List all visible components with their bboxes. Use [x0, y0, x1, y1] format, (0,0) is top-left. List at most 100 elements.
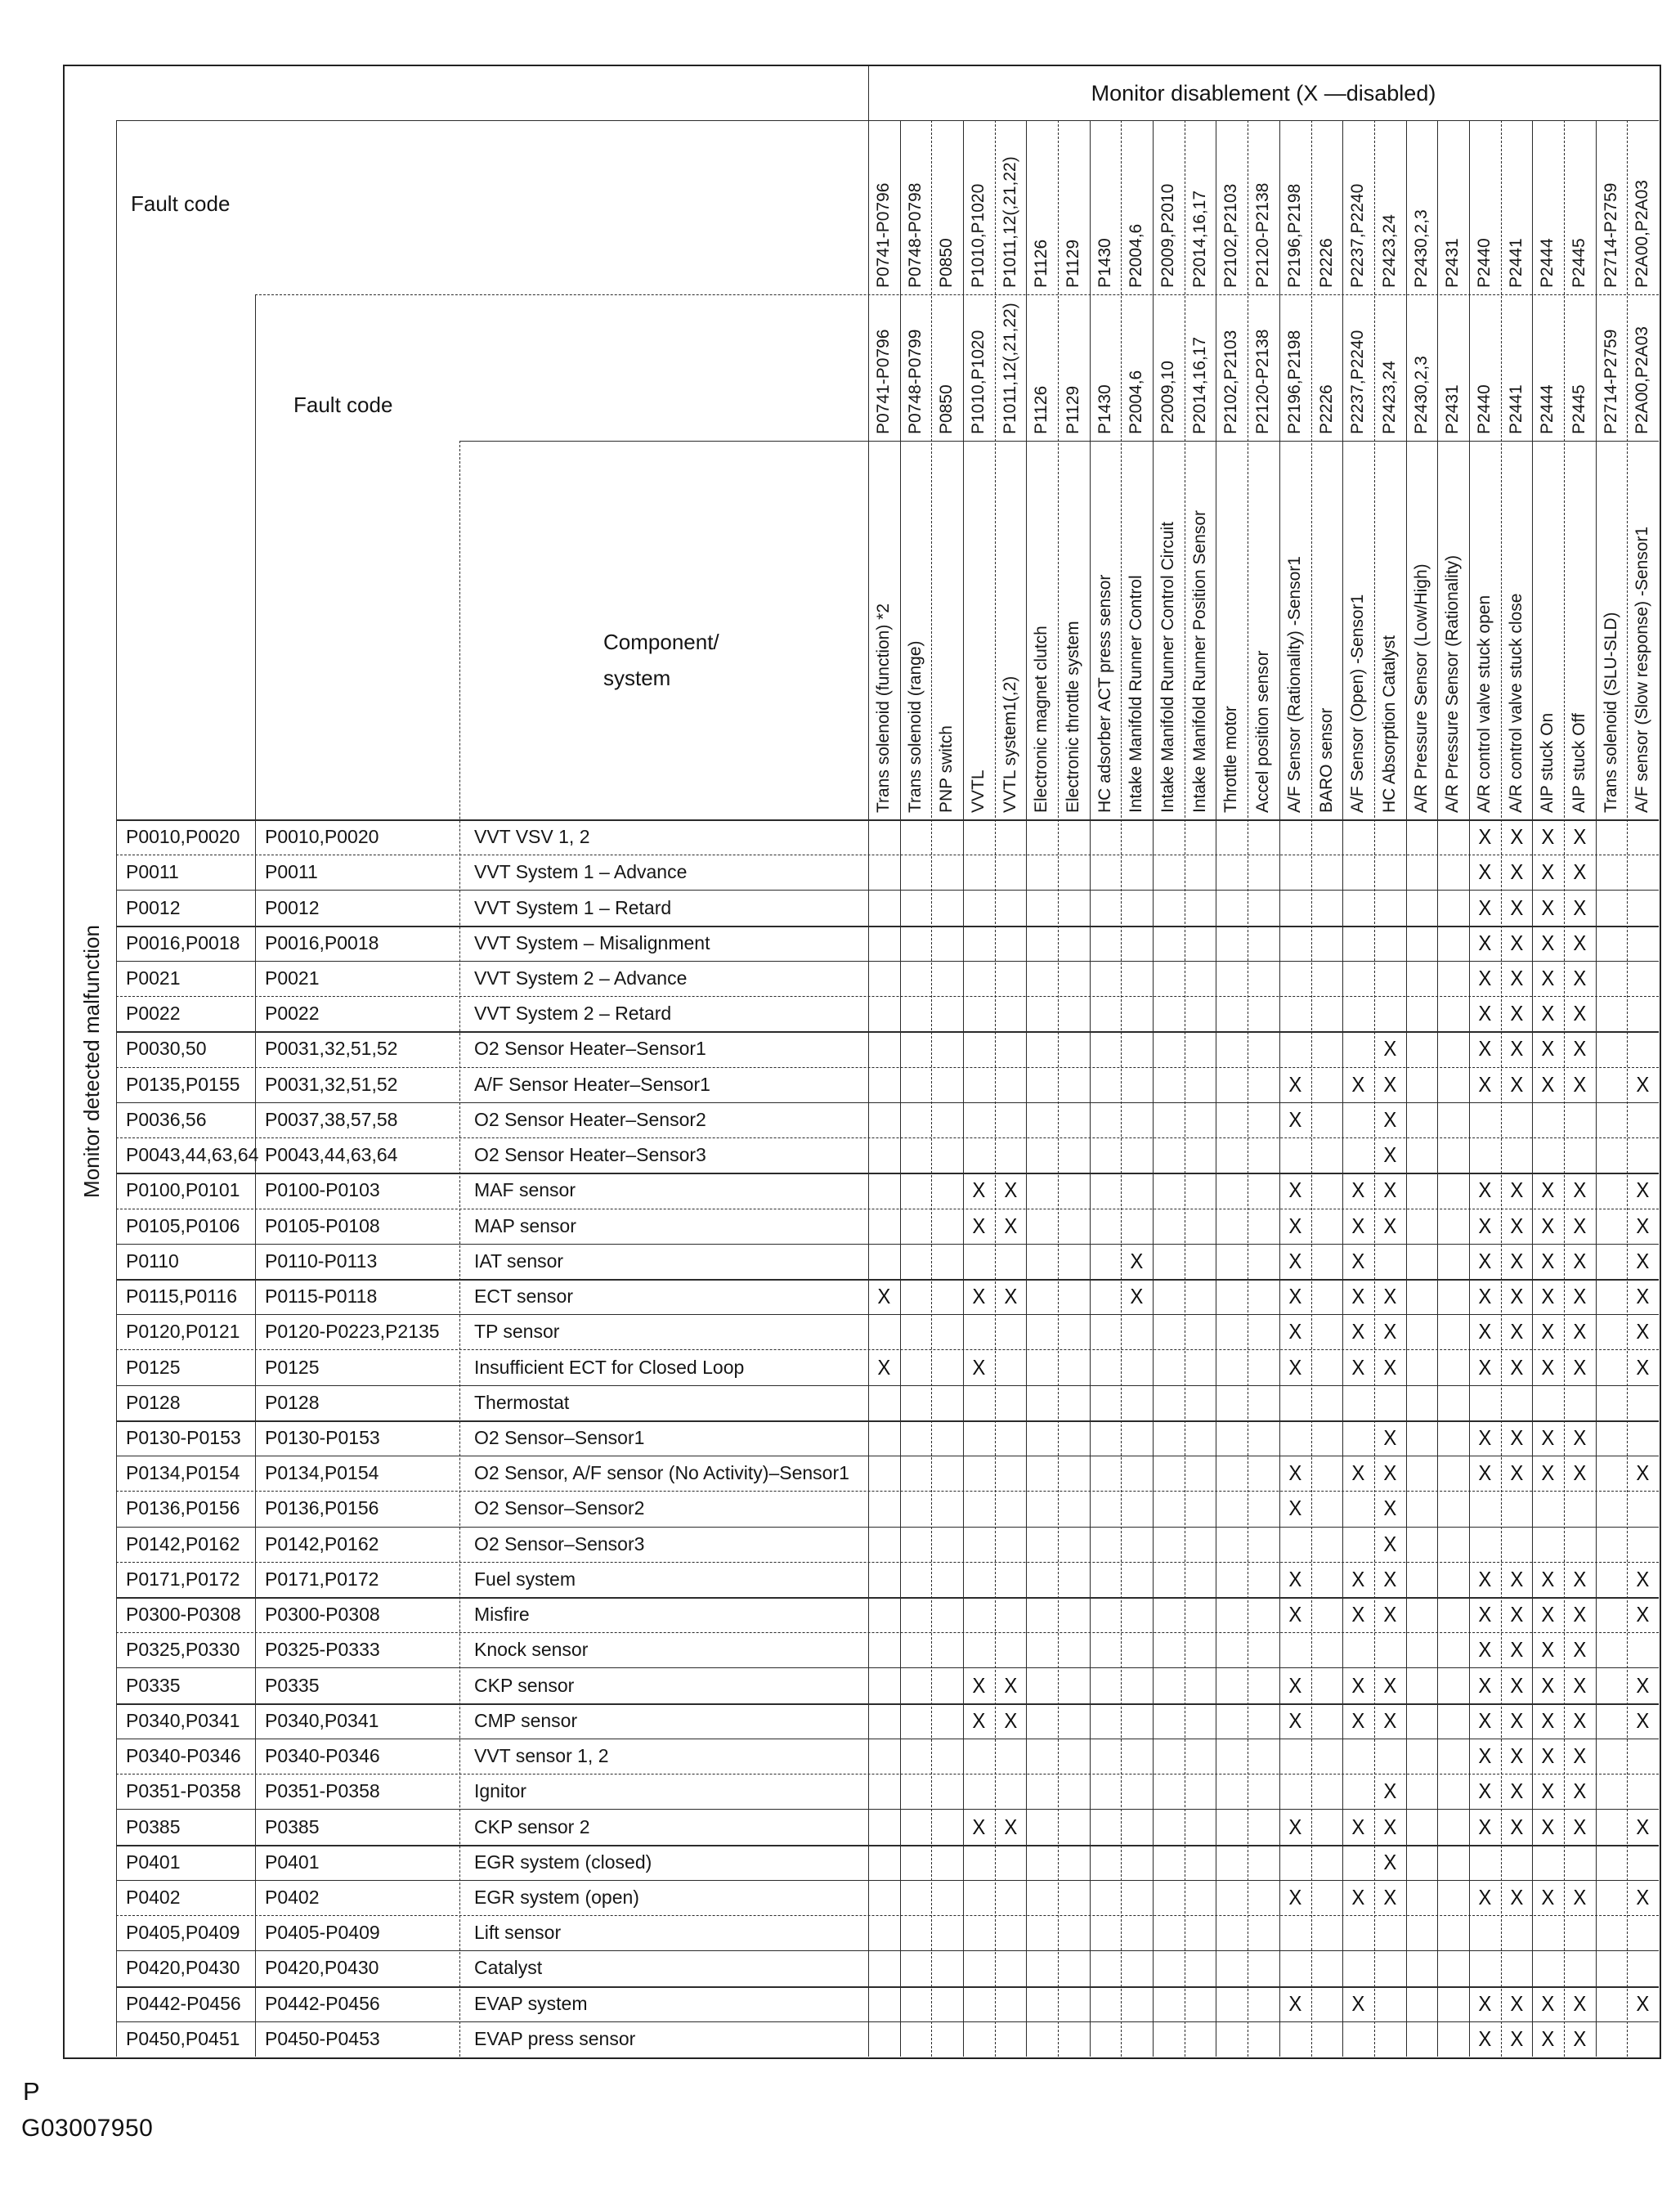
disabled-mark: X: [1573, 895, 1587, 920]
row-fault-code-2: P0340,P0341: [265, 1709, 379, 1731]
column-label: Trans solenoid (range): [905, 640, 925, 814]
disabled-mark: X: [1573, 2026, 1587, 2051]
column-code-mid: P2237,P2240: [1348, 330, 1368, 434]
grid-line: [116, 120, 117, 2057]
disabled-mark: X: [1636, 1602, 1650, 1627]
disabled-mark: X: [1636, 1354, 1650, 1380]
row-fault-code-2: P0405-P0409: [265, 1922, 380, 1944]
disabled-mark: X: [1573, 1814, 1587, 1839]
disabled-mark: X: [1636, 1460, 1650, 1486]
disabled-mark: X: [1636, 1071, 1650, 1097]
row-fault-code-2: P0125: [265, 1356, 320, 1378]
column-label: A/R control valve stuck open: [1474, 594, 1494, 813]
column-label: A/R Pressure Sensor (Low/High): [1411, 563, 1431, 813]
disabled-mark: X: [1478, 1178, 1492, 1203]
disabled-mark: X: [972, 1707, 986, 1733]
disabled-mark: X: [1541, 1036, 1555, 1061]
disabled-mark: X: [1509, 1213, 1523, 1238]
row-component: CKP sensor: [474, 1674, 575, 1696]
column-code-mid: P1010,P1020: [969, 330, 988, 434]
disabled-mark: X: [1478, 1213, 1492, 1238]
row-fault-code-1: P0136,P0156: [126, 1497, 240, 1519]
column-label: A/F Sensor (Rationality) -Sensor1: [1284, 556, 1304, 813]
disabled-mark: X: [1573, 1001, 1587, 1026]
row-fault-code-1: P0043,44,63,64: [126, 1144, 259, 1166]
row-component: Knock sensor: [474, 1639, 589, 1661]
row-component: VVT System 2 – Retard: [474, 1003, 672, 1025]
disabled-mark: X: [1478, 1001, 1492, 1026]
disabled-mark: X: [1351, 1319, 1365, 1344]
disabled-mark: X: [1383, 1531, 1397, 1556]
disabled-mark: X: [1541, 1672, 1555, 1698]
disabled-mark: X: [1509, 1178, 1523, 1203]
column-code-mid: P2009,10: [1158, 361, 1178, 434]
column-code-top: P2237,P2240: [1348, 183, 1368, 288]
row-fault-code-2: P0340-P0346: [265, 1745, 380, 1767]
disabled-mark: X: [972, 1354, 986, 1380]
disabled-mark: X: [1288, 1178, 1302, 1203]
disabled-mark: X: [1509, 966, 1523, 991]
column-code-top: P2014,16,17: [1189, 190, 1209, 288]
disabled-mark: X: [1288, 1319, 1302, 1344]
disabled-mark: X: [1509, 1460, 1523, 1486]
disabled-mark: X: [1541, 1319, 1555, 1344]
column-code-mid: P1129: [1064, 385, 1083, 434]
column-code-top: P2423,24: [1379, 214, 1399, 288]
grid-line: [899, 120, 901, 2057]
row-fault-code-1: P0402: [126, 1886, 181, 1908]
grid-line: [116, 1384, 1659, 1386]
column-label: AIP stuck Off: [1569, 713, 1588, 813]
disabled-mark: X: [1541, 1707, 1555, 1733]
grid-line: [1026, 120, 1028, 2057]
row-fault-code-2: P0142,P0162: [265, 1532, 379, 1555]
grid-line: [116, 1632, 1659, 1634]
disabled-mark: X: [1636, 1707, 1650, 1733]
disabled-mark: X: [1573, 1354, 1587, 1380]
grid-line: [116, 1526, 1659, 1528]
row-fault-code-2: P0120-P0223,P2135: [265, 1321, 440, 1343]
column-code-top: P2226: [1316, 238, 1336, 288]
disabled-mark: X: [1383, 1884, 1397, 1909]
row-fault-code-1: P0335: [126, 1674, 181, 1696]
disabled-mark: X: [1478, 824, 1492, 850]
row-fault-code-1: P0125: [126, 1356, 181, 1378]
disabled-mark: X: [1478, 1566, 1492, 1591]
disabled-mark: X: [1130, 1284, 1144, 1309]
disabled-mark: X: [1288, 1707, 1302, 1733]
grid-line: [1532, 120, 1534, 2057]
row-component: Thermostat: [474, 1391, 570, 1413]
column-code-mid: P2226: [1316, 384, 1336, 434]
grid-line: [255, 294, 1659, 295]
disabled-mark: X: [1541, 1425, 1555, 1450]
grid-line: [116, 925, 1659, 927]
column-code-top: P1011,12(,21,22): [1000, 156, 1019, 288]
row-fault-code-2: P0402: [265, 1886, 320, 1908]
grid-line: [116, 1809, 1659, 1810]
disabled-mark: X: [1004, 1814, 1018, 1839]
fault-code-column1-header: Fault code: [131, 191, 231, 216]
disabled-mark: X: [1478, 1071, 1492, 1097]
column-code-mid: P1430: [1095, 384, 1114, 434]
column-code-top: P1126: [1032, 239, 1051, 288]
row-component: O2 Sensor Heater–Sensor1: [474, 1038, 706, 1060]
disabled-mark: X: [1509, 2026, 1523, 2051]
row-fault-code-1: P0450,P0451: [126, 2027, 240, 2049]
row-fault-code-1: P0016,P0018: [126, 931, 240, 953]
row-component: A/F Sensor Heater–Sensor1: [474, 1073, 710, 1095]
disabled-mark: X: [1509, 1071, 1523, 1097]
column-code-mid: P2014,16,17: [1189, 336, 1209, 434]
disabled-mark: X: [1478, 1602, 1492, 1627]
disabled-mark: X: [1478, 1884, 1492, 1909]
row-fault-code-1: P0142,P0162: [126, 1532, 240, 1555]
disabled-mark: X: [1478, 895, 1492, 920]
row-component: O2 Sensor–Sensor2: [474, 1497, 645, 1519]
disabled-mark: X: [1573, 1213, 1587, 1238]
grid-line: [116, 1985, 1659, 1988]
row-fault-code-1: P0135,P0155: [126, 1073, 240, 1095]
column-code-top: P1010,P1020: [969, 183, 988, 288]
column-code-top: P2444: [1538, 238, 1557, 288]
column-code-mid: P2004,6: [1127, 370, 1146, 434]
row-fault-code-2: P0442-P0456: [265, 1992, 380, 2014]
grid-line: [1595, 120, 1597, 2057]
grid-line: [963, 120, 965, 2057]
